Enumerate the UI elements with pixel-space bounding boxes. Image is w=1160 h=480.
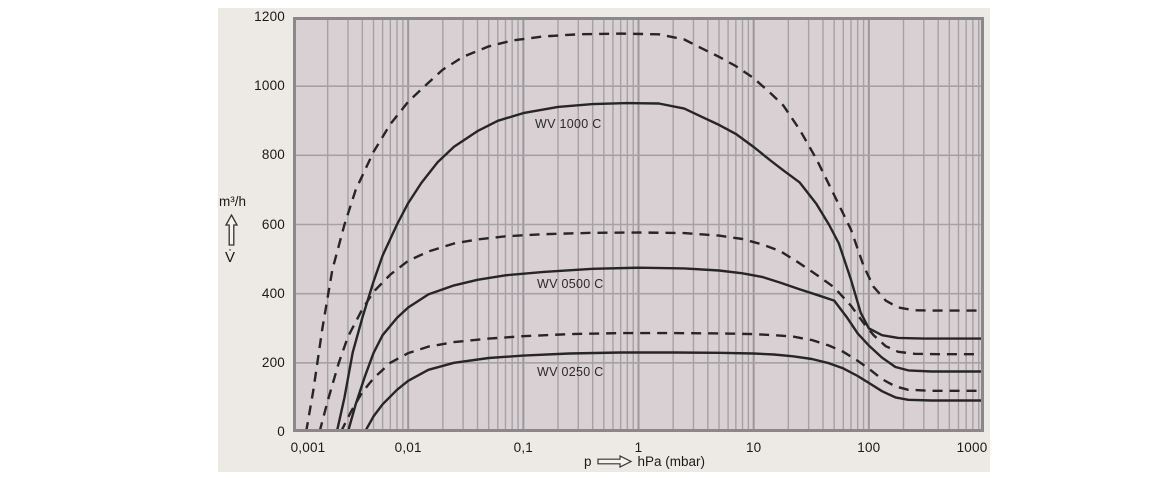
x-tick-label: 10 xyxy=(745,440,762,455)
y-tick-label: 200 xyxy=(261,354,285,370)
x-tick-label: 0,01 xyxy=(394,440,422,455)
x-axis-title: p hPa (mbar) xyxy=(584,452,705,470)
x-tick-label: 0,001 xyxy=(290,440,326,455)
y-tick-label: 1000 xyxy=(254,78,285,94)
flow-rate-chart-svg xyxy=(293,17,984,432)
y-tick-label: 400 xyxy=(261,285,285,301)
curve-label-wv1000c: WV 1000 C xyxy=(535,117,602,131)
y-tick-label: 1200 xyxy=(254,9,285,24)
curve-wv0250-solid xyxy=(363,351,984,432)
curve-wv1000-solid xyxy=(335,101,984,432)
x-tick-label: 0,1 xyxy=(513,440,534,455)
x-tick-label: 100 xyxy=(857,440,881,455)
curve-wv0500-solid xyxy=(346,266,984,432)
curve-label-wv0250c: WV 0250 C xyxy=(537,365,604,379)
y-tick-label: 600 xyxy=(261,216,285,232)
y-axis-unit-label: m³/h xyxy=(219,194,246,209)
curve-wv0500-dashed xyxy=(318,231,984,432)
x-axis-symbol: p xyxy=(584,453,592,469)
up-arrow-icon xyxy=(224,214,239,246)
plot-area xyxy=(293,17,984,432)
curve-wv1000-dashed xyxy=(304,32,984,432)
y-axis-unit-block: m³/h V̇ xyxy=(218,194,288,266)
x-tick-label: 1000 xyxy=(956,440,988,455)
chart-panel: m³/h V̇ 1200 1000 800 600 400 200 0 0,001 0,01 0… xyxy=(218,8,990,472)
right-arrow-icon xyxy=(596,454,632,468)
curve-label-wv0500c: WV 0500 C xyxy=(537,277,604,291)
volume-flow-symbol: V̇ xyxy=(225,249,236,266)
x-axis-unit-label: hPa (mbar) xyxy=(637,453,706,469)
y-tick-label: 0 xyxy=(277,424,285,439)
x-tick-label: 1 xyxy=(634,440,643,455)
curve-wv0250-dashed xyxy=(339,331,984,432)
y-tick-label: 800 xyxy=(261,147,285,163)
